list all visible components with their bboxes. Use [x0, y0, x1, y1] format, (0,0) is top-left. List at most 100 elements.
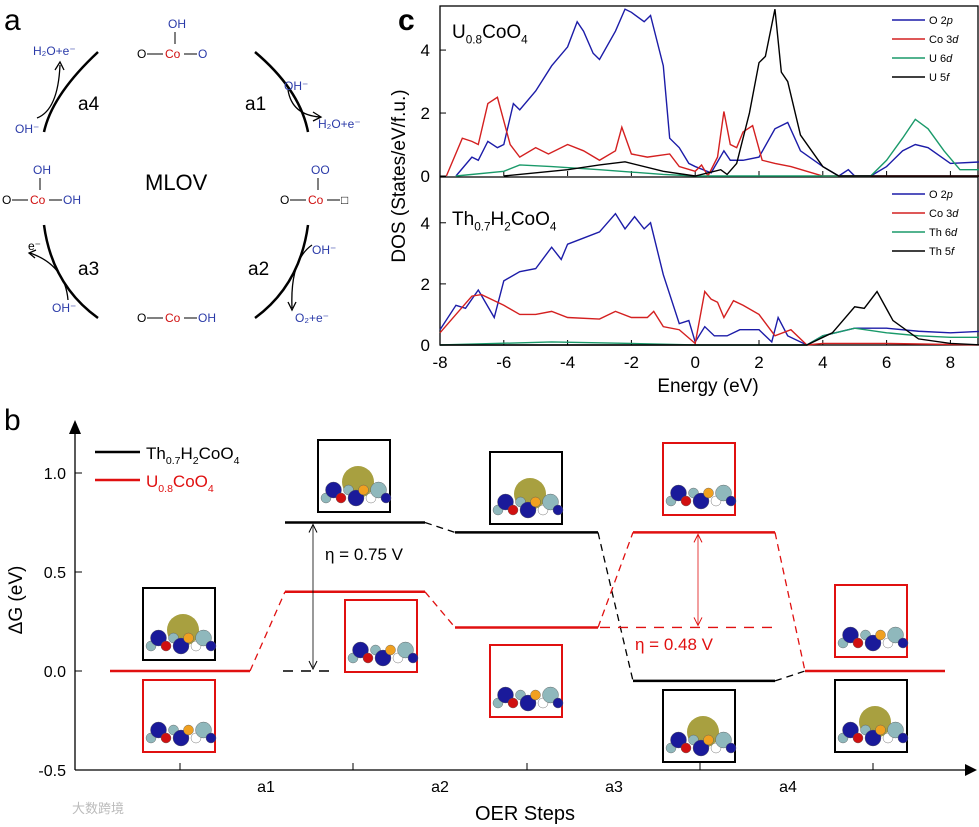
- subscript: 0.8: [158, 483, 173, 495]
- legend-label: Th 5f: [929, 246, 955, 258]
- atom: [725, 742, 737, 754]
- subplot-title: Th0.7H2CoO4: [452, 209, 557, 233]
- atom: [172, 637, 190, 655]
- x-axis-label: Energy (eV): [657, 376, 758, 397]
- energy-connector: [597, 532, 634, 628]
- subscript: 0.7: [474, 220, 490, 233]
- atom: [195, 721, 212, 739]
- atom: [160, 640, 172, 652]
- atom: [407, 652, 419, 664]
- atom-right: O: [198, 47, 207, 61]
- x-tick-label: 0: [690, 353, 699, 372]
- atom: [680, 742, 692, 754]
- x-tick-label: -6: [496, 353, 511, 372]
- atom: [183, 724, 194, 736]
- reagent-a2-in: OH⁻: [312, 243, 336, 257]
- atom: [703, 734, 714, 746]
- energy-connector: [774, 532, 806, 672]
- atom-left: O: [137, 47, 146, 61]
- atom: [150, 629, 167, 647]
- series-line-co-3d: [445, 96, 979, 178]
- arc-a4: [42, 51, 99, 133]
- legend-label: U 5f: [929, 72, 950, 84]
- atom-right: □: [341, 193, 348, 207]
- subscript: 0.8: [466, 33, 483, 46]
- text-part: CoO: [173, 472, 208, 491]
- arrow-a3: [29, 252, 69, 301]
- atom: [887, 626, 904, 644]
- series-line-u-5f: [503, 9, 979, 177]
- subscript: 0.7: [166, 455, 181, 467]
- x-category-label: a1: [257, 779, 275, 796]
- atom: [887, 721, 904, 739]
- y-tick-label: 4: [421, 214, 430, 233]
- eta-annotation-red: η = 0.48 V: [635, 635, 714, 654]
- reagent-a1-out: H₂O+e⁻: [318, 117, 361, 131]
- x-tick-label: -8: [432, 353, 447, 372]
- step-label-a4: a4: [78, 94, 100, 115]
- step-label-a3: a3: [78, 259, 99, 280]
- atom: [335, 492, 347, 504]
- step-label-a1: a1: [245, 94, 266, 115]
- legend-label: Co 3d: [929, 208, 959, 220]
- atom: [725, 495, 737, 507]
- legend-label: Co 3d: [929, 34, 959, 46]
- structure-thumbnail: [489, 644, 564, 718]
- x-axis-label: OER Steps: [475, 803, 575, 825]
- atom: [325, 481, 342, 499]
- y-tick-label: 0: [421, 336, 430, 355]
- arc-a2: [254, 224, 310, 320]
- legend-label: O 2p: [929, 189, 953, 201]
- structure-thumbnail: [142, 679, 217, 753]
- x-axis-arrow-icon: [965, 764, 977, 776]
- atom: [160, 732, 172, 744]
- atom-co: Co: [308, 193, 324, 207]
- atom-top: OH: [33, 163, 51, 177]
- panel-label-a: a: [4, 4, 21, 37]
- energy-connector: [597, 532, 634, 682]
- x-category-label: a3: [605, 779, 623, 796]
- atom: [897, 637, 909, 649]
- x-tick-label: 8: [946, 353, 955, 372]
- arrow-head-icon: [308, 660, 318, 671]
- energy-connector: [249, 591, 286, 672]
- legend-label: Th0.7H2CoO4: [146, 444, 240, 467]
- y-tick-label: 0: [421, 167, 430, 186]
- energy-connector: [424, 521, 456, 534]
- atom: [530, 689, 541, 701]
- atom: [519, 694, 537, 712]
- series-line-o-2p: [439, 212, 979, 346]
- atom: [680, 495, 692, 507]
- x-tick-label: 4: [818, 353, 827, 372]
- atom: [703, 487, 714, 499]
- series-line-th-6d: [439, 327, 979, 346]
- atom: [715, 484, 732, 502]
- subscript: 2: [193, 455, 199, 467]
- atom: [552, 504, 564, 516]
- subscript: 4: [234, 455, 240, 467]
- atom: [519, 501, 537, 519]
- structure-thumbnail: [662, 442, 737, 516]
- atom-left: O: [280, 193, 289, 207]
- structure-thumbnail: [834, 679, 909, 753]
- text-part: CoO: [511, 209, 550, 230]
- arrow-a1: [287, 89, 321, 118]
- panel-a-cycle: MLOV a4 a1 a2 a3 H₂O+e⁻ OH⁻ OH⁻ H₂O+e⁻ O…: [2, 17, 361, 325]
- legend-label: U0.8CoO4: [146, 472, 214, 495]
- subscript: 4: [208, 483, 214, 495]
- atom-right: OH: [198, 311, 216, 325]
- atom-left: O: [137, 311, 146, 325]
- atom: [195, 629, 212, 647]
- structure-thumbnail: [489, 451, 564, 525]
- reagent-a4-in: OH⁻: [15, 122, 39, 136]
- atom: [530, 496, 541, 508]
- atom: [692, 739, 710, 757]
- atom: [380, 492, 392, 504]
- legend-label: O 2p: [929, 15, 953, 27]
- reagent-a3-in: OH⁻: [52, 301, 76, 315]
- atom: [852, 637, 864, 649]
- atom: [397, 641, 414, 659]
- structure-thumbnail: [344, 599, 419, 673]
- atom: [692, 492, 710, 510]
- panel-label-b: b: [4, 404, 21, 437]
